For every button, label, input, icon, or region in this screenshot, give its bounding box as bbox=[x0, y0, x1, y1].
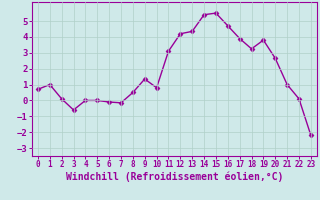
X-axis label: Windchill (Refroidissement éolien,°C): Windchill (Refroidissement éolien,°C) bbox=[66, 172, 283, 182]
